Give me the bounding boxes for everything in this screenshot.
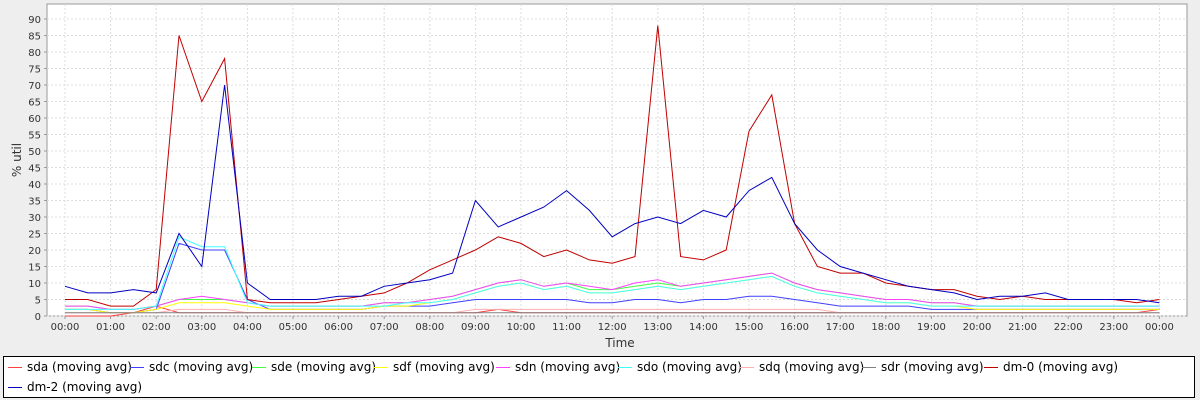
- x-tick-label: 20:00: [963, 322, 992, 333]
- plot-area: [46, 3, 1188, 317]
- x-axis-label: Time: [604, 336, 634, 350]
- legend-label: sda (moving avg): [27, 360, 132, 374]
- y-tick-label: 90: [28, 15, 41, 26]
- legend-item: sde (moving avg): [252, 360, 376, 374]
- legend-swatch: [496, 366, 510, 368]
- x-tick-label: 08:00: [415, 322, 444, 333]
- x-tick-label: 06:00: [324, 322, 353, 333]
- y-tick-label: 20: [28, 246, 41, 257]
- legend-item: sda (moving avg): [8, 360, 132, 374]
- x-tick-label: 02:00: [142, 322, 171, 333]
- legend-item: sdc (moving avg): [130, 360, 253, 374]
- legend-swatch: [374, 366, 388, 368]
- legend-label: dm-0 (moving avg): [1003, 360, 1119, 374]
- legend-item: dm-0 (moving avg): [984, 360, 1118, 374]
- y-axis-label: % util: [10, 143, 24, 177]
- y-tick-label: 70: [28, 81, 41, 92]
- legend-label: sde (moving avg): [271, 360, 377, 374]
- y-tick-label: 75: [28, 65, 41, 76]
- series-line-dm-0: [65, 25, 1160, 307]
- x-tick-label: 09:00: [461, 322, 490, 333]
- y-tick-label: 50: [28, 147, 41, 158]
- legend-swatch: [740, 366, 754, 368]
- legend-item: dm-2 (moving avg): [8, 380, 142, 394]
- legend: sda (moving avg) sdc (moving avg) sde (mov…: [3, 356, 1195, 398]
- y-tick-label: 80: [28, 48, 41, 59]
- legend-swatch: [618, 366, 632, 368]
- x-tick-label: 23:00: [1099, 322, 1128, 333]
- legend-item: sdn (moving avg): [496, 360, 620, 374]
- legend-label: dm-2 (moving avg): [27, 380, 143, 394]
- x-tick-label: 22:00: [1054, 322, 1083, 333]
- series-line-dm-2: [64, 84, 1160, 304]
- legend-swatch: [8, 386, 22, 388]
- y-tick-label: 15: [28, 263, 41, 274]
- y-tick-label: 25: [28, 230, 41, 241]
- legend-item: sdf (moving avg): [374, 360, 495, 374]
- y-tick-label: 30: [28, 213, 41, 224]
- legend-label: sdq (moving avg): [759, 360, 865, 374]
- y-tick-label: 60: [28, 114, 41, 125]
- y-tick-label: 45: [28, 164, 41, 175]
- y-tick-label: 65: [28, 98, 41, 109]
- x-tick-label: 18:00: [871, 322, 900, 333]
- x-tick-label: 10:00: [507, 322, 536, 333]
- legend-swatch: [252, 366, 266, 368]
- x-axis: 00:00 01:00 02:00 03:00 04:00 05:00 06:00 07:00…: [51, 316, 1174, 333]
- y-axis: 0 5 10 15 20 25 30 35 40 45 50 55 60 65 70 75 80 85 90: [28, 15, 47, 323]
- x-tick-label: 04:00: [233, 322, 262, 333]
- x-tick-label: 17:00: [826, 322, 855, 333]
- x-tick-label: 07:00: [370, 322, 399, 333]
- x-tick-label: 01:00: [96, 322, 125, 333]
- x-tick-label: 21:00: [1008, 322, 1037, 333]
- x-tick-label: 15:00: [735, 322, 764, 333]
- chart: 0 5 10 15 20 25 30 35 40 45 50 55 60 65 70 75 80 85 90 00:…: [10, 3, 1188, 350]
- legend-swatch: [8, 366, 22, 368]
- legend-swatch: [984, 366, 998, 368]
- x-tick-label: 12:00: [598, 322, 627, 333]
- legend-label: sdn (moving avg): [515, 360, 621, 374]
- legend-label: sdr (moving avg): [881, 360, 984, 374]
- legend-swatch: [862, 366, 876, 368]
- y-tick-label: 85: [28, 32, 41, 43]
- series-line-sdo: [65, 236, 1160, 310]
- x-tick-label: 16:00: [780, 322, 809, 333]
- x-tick-label: 05:00: [279, 322, 308, 333]
- y-tick-label: 10: [28, 279, 41, 290]
- x-tick-label: 00:00: [51, 322, 80, 333]
- x-tick-label: 11:00: [552, 322, 581, 333]
- legend-label: sdc (moving avg): [149, 360, 254, 374]
- y-tick-label: 55: [28, 131, 41, 142]
- y-tick-label: 5: [35, 296, 41, 307]
- series-lines: [64, 25, 1160, 317]
- x-tick-label: 19:00: [917, 322, 946, 333]
- legend-item: sdo (moving avg): [618, 360, 742, 374]
- x-tick-label: 00:00: [1145, 322, 1174, 333]
- y-tick-label: 40: [28, 180, 41, 191]
- legend-label: sdf (moving avg): [393, 360, 495, 374]
- legend-swatch: [130, 366, 144, 368]
- x-tick-label: 14:00: [689, 322, 718, 333]
- x-tick-label: 13:00: [643, 322, 672, 333]
- legend-label: sdo (moving avg): [637, 360, 742, 374]
- y-tick-label: 35: [28, 197, 41, 208]
- legend-item: sdr (moving avg): [862, 360, 984, 374]
- y-tick-label: 0: [35, 312, 41, 323]
- legend-item: sdq (moving avg): [740, 360, 864, 374]
- x-tick-label: 03:00: [187, 322, 216, 333]
